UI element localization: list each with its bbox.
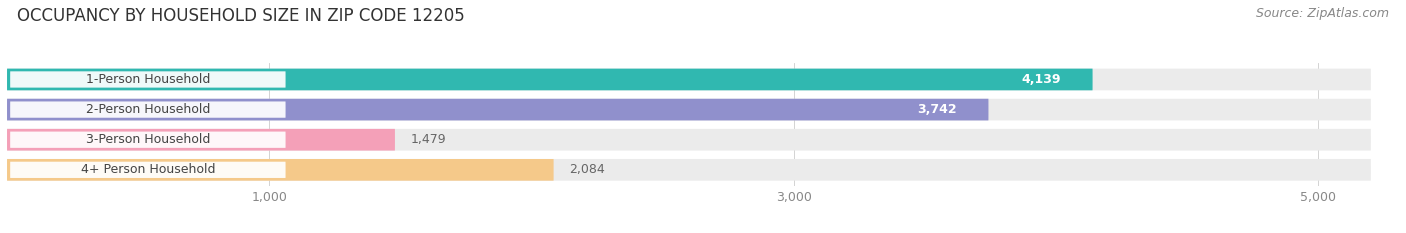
FancyBboxPatch shape: [7, 159, 554, 181]
Text: 4,139: 4,139: [1022, 73, 1062, 86]
Text: 2,084: 2,084: [569, 163, 605, 176]
Text: 2-Person Household: 2-Person Household: [86, 103, 209, 116]
FancyBboxPatch shape: [995, 72, 1087, 87]
FancyBboxPatch shape: [10, 162, 285, 178]
Text: 3,742: 3,742: [918, 103, 957, 116]
FancyBboxPatch shape: [10, 71, 285, 88]
Text: 1-Person Household: 1-Person Household: [86, 73, 209, 86]
FancyBboxPatch shape: [7, 99, 988, 120]
FancyBboxPatch shape: [10, 132, 285, 148]
FancyBboxPatch shape: [7, 129, 395, 151]
FancyBboxPatch shape: [7, 129, 1371, 151]
FancyBboxPatch shape: [10, 101, 285, 118]
FancyBboxPatch shape: [7, 69, 1092, 90]
Text: OCCUPANCY BY HOUSEHOLD SIZE IN ZIP CODE 12205: OCCUPANCY BY HOUSEHOLD SIZE IN ZIP CODE …: [17, 7, 464, 25]
FancyBboxPatch shape: [7, 69, 1371, 90]
FancyBboxPatch shape: [891, 102, 983, 117]
Text: 3-Person Household: 3-Person Household: [86, 133, 209, 146]
FancyBboxPatch shape: [7, 159, 1371, 181]
Text: Source: ZipAtlas.com: Source: ZipAtlas.com: [1256, 7, 1389, 20]
Text: 4+ Person Household: 4+ Person Household: [80, 163, 215, 176]
FancyBboxPatch shape: [7, 99, 1371, 120]
Text: 1,479: 1,479: [411, 133, 446, 146]
